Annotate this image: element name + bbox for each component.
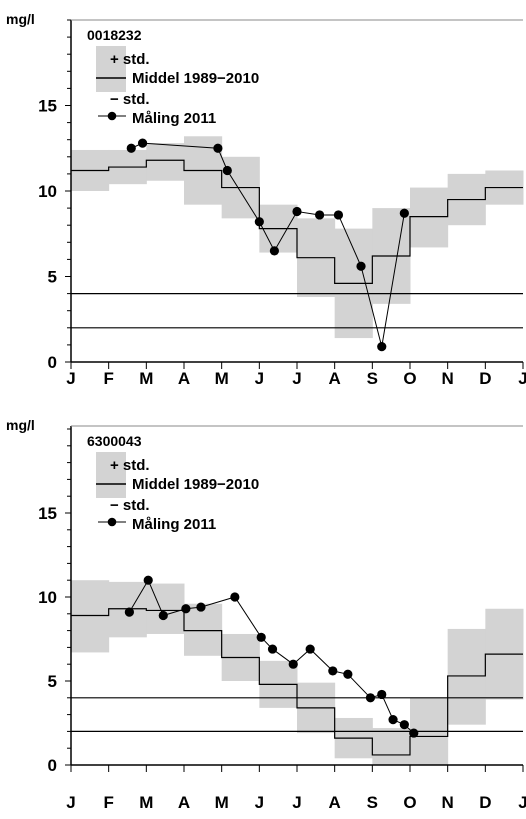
legend-measure-dot — [107, 111, 117, 121]
measurement-point-9 — [288, 659, 298, 669]
measurement-point-12 — [399, 208, 409, 218]
measurement-point-14 — [377, 689, 387, 700]
y-tick-label-15: 15 — [38, 504, 57, 523]
measurement-point-1 — [124, 607, 134, 617]
measurement-point-16 — [399, 720, 409, 730]
legend-minus-std: − std. — [110, 497, 150, 514]
x-tick-label-12: J — [518, 793, 526, 812]
legend-mean: Middel 1989−2010 — [132, 70, 259, 87]
x-tick-label-2: M — [139, 369, 153, 388]
measurement-point-11 — [377, 342, 387, 352]
measurement-point-6 — [230, 592, 240, 602]
x-tick-label-10: N — [442, 793, 454, 812]
measurement-point-3 — [158, 610, 168, 621]
x-tick-label-7: A — [329, 369, 341, 388]
x-tick-label-4: M — [215, 793, 229, 812]
measurement-point-6 — [269, 246, 279, 256]
x-tick-label-0: J — [66, 369, 75, 388]
y-tick-label-10: 10 — [38, 182, 57, 201]
measurement-point-7 — [256, 632, 266, 642]
y-tick-label-5: 5 — [48, 268, 57, 287]
std-band-month-11 — [447, 628, 486, 725]
measurement-point-17 — [409, 728, 419, 738]
x-tick-label-2: M — [139, 793, 153, 812]
x-tick-label-1: F — [103, 793, 113, 812]
measurement-point-12 — [343, 669, 353, 679]
measurement-point-5 — [196, 602, 206, 612]
x-tick-label-3: A — [178, 369, 190, 388]
x-tick-label-10: N — [442, 369, 454, 388]
measurement-point-4 — [222, 165, 232, 176]
measurement-point-5 — [254, 217, 264, 227]
measurement-point-7 — [292, 206, 302, 217]
y-tick-label-15: 15 — [38, 97, 57, 116]
x-tick-label-7: A — [329, 793, 341, 812]
mean-step-line — [71, 608, 523, 756]
measurement-point-10 — [356, 261, 366, 271]
legend-mean: Middel 1989−2010 — [132, 476, 259, 493]
measurement-point-3 — [213, 143, 223, 153]
y-tick-label-0: 0 — [48, 756, 57, 775]
legend: 0018232 + std. Middel 1989−2010 − std. Målin… — [87, 27, 259, 127]
x-tick-label-4: M — [215, 369, 229, 388]
x-tick-label-6: J — [292, 793, 301, 812]
x-tick-label-11: D — [479, 793, 491, 812]
chart-panel-2: 0 5 10 15 mg/l J F M A M J J A S O N D J 6300043 + std. Midd… — [6, 417, 526, 812]
x-tick-label-8: S — [367, 793, 378, 812]
y-unit-label: mg/l — [6, 11, 35, 27]
y-tick-label-0: 0 — [48, 353, 57, 372]
legend-measure: Måling 2011 — [132, 110, 216, 127]
measurement-point-1 — [126, 143, 136, 153]
x-tick-label-9: O — [403, 793, 416, 812]
legend-plus-std: + std. — [110, 51, 150, 68]
x-tick-label-1: F — [103, 369, 113, 388]
x-tick-label-5: J — [255, 793, 264, 812]
measurement-point-10 — [305, 644, 315, 654]
x-tick-label-12: J — [518, 369, 526, 388]
measurement-point-8 — [267, 644, 278, 654]
measurement-point-11 — [328, 666, 338, 676]
mean-step-line — [71, 159, 523, 284]
x-tick-label-6: J — [292, 369, 301, 388]
measurement-line — [131, 142, 405, 347]
x-tick-label-5: J — [255, 369, 264, 388]
x-tick-label-0: J — [66, 793, 75, 812]
x-tick-label-3: A — [178, 793, 190, 812]
legend-measure-dot — [107, 517, 117, 527]
measurement-point-4 — [181, 604, 191, 614]
x-tick-label-8: S — [367, 369, 378, 388]
x-tick-label-11: D — [479, 369, 491, 388]
measurement-point-9 — [333, 210, 344, 220]
station-id: 6300043 — [87, 433, 142, 449]
legend: 6300043 + std. Middel 1989−2010 − std. Målin… — [87, 433, 259, 533]
chart-panel-1: 0 5 10 15 mg/l J F M A M J J A S O N D J 0018232 + std. Midd… — [6, 11, 526, 388]
std-band-month-4 — [184, 603, 223, 656]
measurement-point-13 — [365, 693, 376, 703]
legend-minus-std: − std. — [110, 91, 150, 108]
measurement-point-2 — [137, 138, 148, 148]
measurement-point-2 — [143, 575, 153, 585]
legend-plus-std: + std. — [110, 457, 150, 474]
std-band-group — [71, 580, 524, 765]
std-band-month-3 — [146, 143, 185, 181]
x-tick-label-9: O — [403, 369, 416, 388]
y-unit-label: mg/l — [6, 417, 35, 433]
std-band-month-9 — [372, 728, 411, 765]
std-band-month-3 — [146, 583, 185, 634]
legend-std-swatch — [96, 452, 126, 498]
measurement-point-15 — [388, 715, 398, 725]
measurement-point-8 — [315, 210, 325, 220]
station-id: 0018232 — [87, 27, 142, 43]
legend-measure: Måling 2011 — [132, 516, 216, 533]
y-tick-label-5: 5 — [48, 672, 57, 691]
std-band-month-10 — [410, 187, 449, 248]
legend-std-swatch — [96, 46, 126, 92]
y-tick-label-10: 10 — [38, 588, 57, 607]
std-band-month-1 — [71, 580, 110, 653]
